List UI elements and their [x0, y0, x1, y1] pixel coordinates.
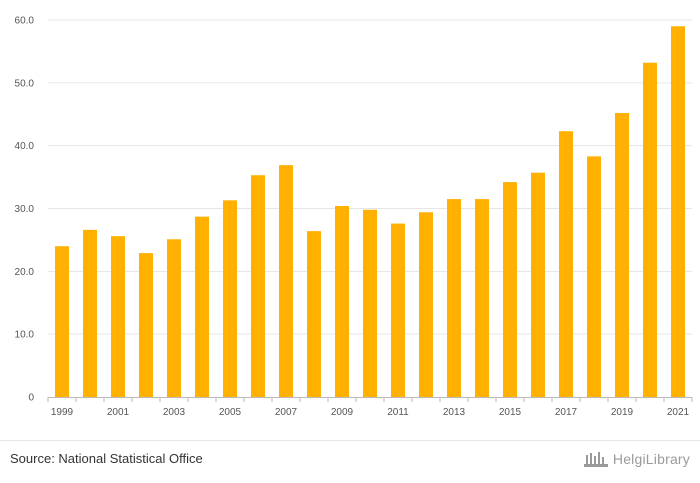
bar-2012[interactable]: [419, 212, 433, 397]
brand-name: HelgiLibrary: [612, 451, 690, 467]
bar-2018[interactable]: [587, 156, 601, 397]
x-tick-label: 2009: [331, 407, 354, 418]
x-tick-label: 2019: [611, 407, 634, 418]
bar-chart: 0 10.0 20.0 30.0 40.0 50.0 60.0 1999 2001 2003 20…: [15, 16, 693, 418]
x-tick-label: 2007: [275, 407, 298, 418]
bar-2010[interactable]: [363, 209, 377, 397]
x-tick-label: 2021: [667, 407, 690, 418]
bar-2004[interactable]: [195, 216, 209, 397]
y-tick-label: 30.0: [15, 204, 35, 215]
x-tick-label: 2013: [443, 407, 466, 418]
bar-2016[interactable]: [531, 172, 545, 397]
x-axis-ticks: 1999 2001 2003 2005 2007 2009 2011 2013 2015 2017…: [51, 407, 690, 418]
bar-2009[interactable]: [335, 205, 349, 397]
brand-logo[interactable]: HelgiLibrary: [583, 448, 690, 470]
bar-2013[interactable]: [447, 199, 461, 397]
bar-2020[interactable]: [643, 62, 657, 398]
x-tick-label: 2001: [107, 407, 130, 418]
x-tick-label: 2015: [499, 407, 522, 418]
bar-2006[interactable]: [251, 175, 265, 397]
bar-2021[interactable]: [671, 26, 685, 398]
y-tick-label: 50.0: [15, 78, 35, 89]
x-tick-label: 2003: [163, 407, 186, 418]
y-tick-label: 20.0: [15, 267, 35, 278]
bars: [55, 26, 685, 398]
x-tick-label: 2017: [555, 407, 578, 418]
x-axis: [47, 397, 693, 402]
bar-2000[interactable]: [83, 229, 97, 397]
y-tick-label: 40.0: [15, 141, 35, 152]
y-tick-label: 60.0: [15, 16, 35, 27]
bar-2001[interactable]: [111, 236, 125, 397]
library-building-icon: [583, 452, 608, 467]
bar-2011[interactable]: [391, 223, 405, 397]
bar-2002[interactable]: [139, 253, 153, 397]
y-tick-label: 10.0: [15, 330, 35, 341]
bar-2007[interactable]: [279, 165, 293, 397]
gridlines: [48, 19, 692, 335]
bar-2005[interactable]: [223, 200, 237, 397]
y-tick-label: 0: [28, 393, 34, 404]
x-tick-label: 2011: [387, 407, 409, 418]
source-note: Source: National Statistical Office: [10, 451, 203, 466]
bar-2017[interactable]: [559, 131, 573, 397]
chart-footer: Source: National Statistical Office Helg…: [0, 440, 700, 483]
bar-2008[interactable]: [307, 231, 321, 397]
bar-2015[interactable]: [503, 182, 517, 397]
footer-divider: [0, 440, 700, 441]
y-axis-ticks: 0 10.0 20.0 30.0 40.0 50.0 60.0: [15, 16, 35, 404]
bar-2019[interactable]: [615, 112, 629, 397]
bar-2014[interactable]: [475, 199, 489, 397]
x-tick-label: 2005: [219, 407, 242, 418]
bar-2003[interactable]: [167, 239, 181, 397]
x-tick-label: 1999: [51, 407, 74, 418]
bar-1999[interactable]: [55, 246, 69, 397]
